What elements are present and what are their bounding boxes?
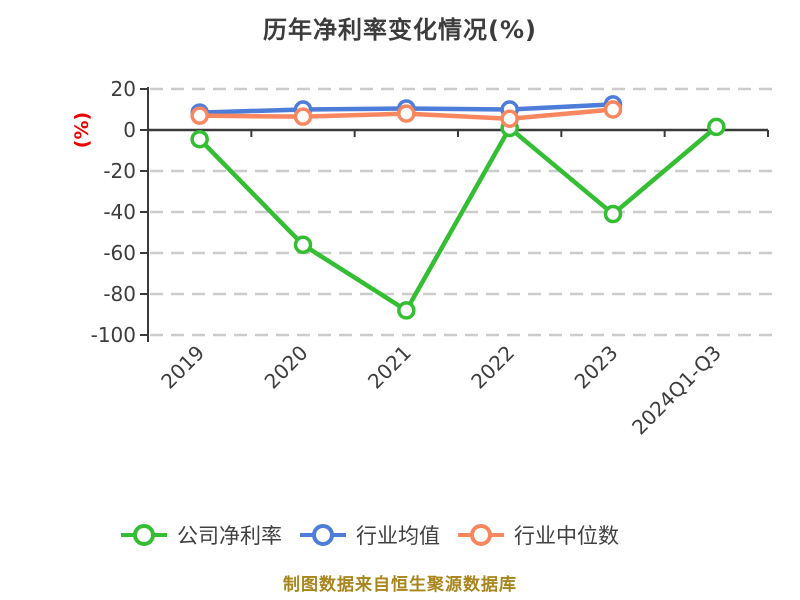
series-marker-company-net-margin-2020 [293, 235, 313, 255]
data-source-caption: 制图数据来自恒生聚源数据库 [283, 575, 517, 595]
legend-marker-industry-median-icon [458, 524, 504, 546]
series-marker-company-net-margin-2024Q1-Q3 [707, 117, 726, 137]
y-axis-unit-label: (%) [71, 112, 93, 148]
legend-item-industry-average: 行业均值 [300, 520, 440, 550]
x-tick-label: 2021 [363, 341, 416, 394]
series-marker-company-net-margin-2023 [603, 204, 623, 224]
y-tick-label: -60 [103, 241, 136, 265]
y-tick-label: -40 [103, 200, 136, 224]
legend-item-industry-median: 行业中位数 [458, 520, 619, 550]
series-marker-industry-median-2019 [190, 106, 209, 125]
legend-marker-industry-average-icon [300, 524, 346, 546]
series-marker-industry-median-2021 [397, 104, 416, 123]
legend-marker-company-icon [121, 524, 167, 546]
legend-label-company: 公司净利率 [177, 524, 282, 548]
plot-area: 20 0 -20 -40 -60 -80 -100 2019 2020 2021 2022 2023 2… [71, 77, 775, 440]
x-tick-label: 2019 [156, 341, 209, 394]
x-tick-label: 2020 [260, 341, 313, 394]
y-tick-label: -20 [103, 159, 136, 183]
y-tick-label: 0 [123, 118, 136, 142]
series-marker-company-net-margin-2021 [397, 301, 416, 320]
series-marker-industry-median-2023 [603, 100, 623, 119]
chart-title: 历年净利率变化情况(%) [263, 16, 537, 44]
series-line-company-net-margin [197, 124, 719, 313]
x-tick-label: 2024Q1-Q3 [627, 341, 726, 440]
legend: 公司净利率 行业均值 行业中位数 [0, 520, 740, 550]
legend-item-company-net-margin: 公司净利率 [121, 520, 282, 550]
x-tick-label: 2023 [570, 341, 623, 394]
series-marker-industry-median-2020 [293, 107, 313, 126]
x-tick-label: 2022 [466, 341, 519, 394]
series-marker-company-net-margin-2019 [190, 129, 209, 149]
legend-label-industry-median: 行业中位数 [514, 524, 619, 548]
series-marker-industry-median-2022 [500, 109, 519, 128]
y-tick-label: -100 [91, 323, 136, 347]
legend-label-industry-average: 行业均值 [356, 524, 440, 548]
y-tick-label: 20 [111, 77, 136, 101]
y-tick-label: -80 [103, 282, 136, 306]
